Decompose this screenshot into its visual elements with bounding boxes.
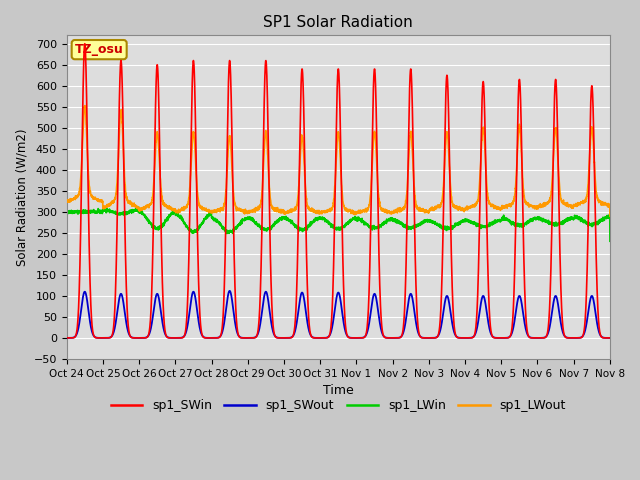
Text: TZ_osu: TZ_osu <box>75 43 124 56</box>
Title: SP1 Solar Radiation: SP1 Solar Radiation <box>264 15 413 30</box>
X-axis label: Time: Time <box>323 384 354 397</box>
Y-axis label: Solar Radiation (W/m2): Solar Radiation (W/m2) <box>15 128 28 266</box>
Legend: sp1_SWin, sp1_SWout, sp1_LWin, sp1_LWout: sp1_SWin, sp1_SWout, sp1_LWin, sp1_LWout <box>106 395 571 418</box>
